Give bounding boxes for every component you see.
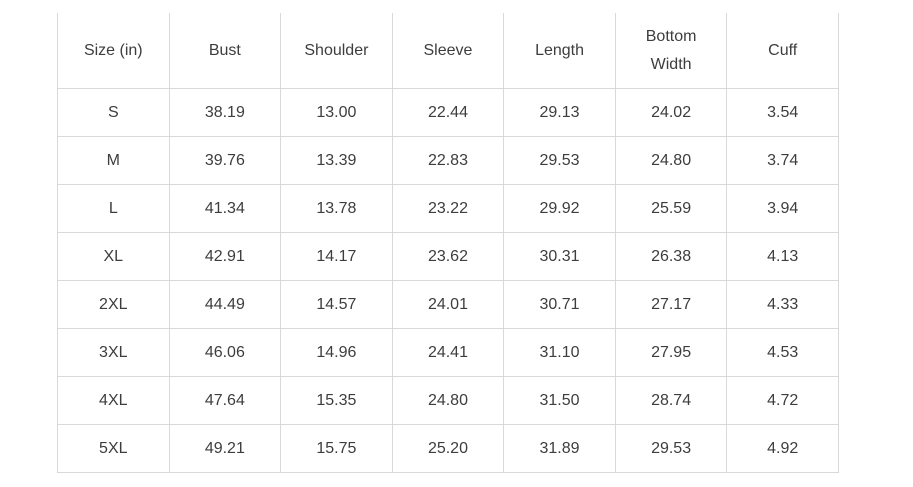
table-cell: 4.13: [726, 232, 839, 281]
table-row-3xl: 3XL 46.06 14.96 24.41 31.10 27.95 4.53: [57, 328, 839, 377]
size-label: M: [57, 136, 170, 185]
table-cell: 29.53: [503, 136, 616, 185]
table-row-2xl: 2XL 44.49 14.57 24.01 30.71 27.17 4.33: [57, 280, 839, 329]
column-header-length: Length: [503, 12, 616, 89]
size-label: XL: [57, 232, 170, 281]
table-cell: 15.35: [280, 376, 393, 425]
table-cell: 4.53: [726, 328, 839, 377]
table-cell: 44.49: [168, 280, 282, 329]
table-cell: 22.44: [391, 88, 505, 137]
table-row-xl: XL 42.91 14.17 23.62 30.31 26.38 4.13: [57, 232, 839, 281]
size-label: L: [57, 184, 170, 233]
table-cell: 15.75: [280, 424, 393, 473]
table-cell: 4.72: [726, 376, 839, 425]
table-cell: 42.91: [168, 232, 282, 281]
table-cell: 26.38: [614, 232, 728, 281]
column-header-size: Size (in): [57, 12, 170, 89]
table-cell: 23.22: [391, 184, 505, 233]
size-chart-header: Size (in) Bust Shoulder Sleeve Length Bo…: [57, 12, 839, 89]
table-cell: 4.33: [726, 280, 839, 329]
table-cell: 29.92: [503, 184, 616, 233]
table-cell: 29.13: [503, 88, 616, 137]
table-cell: 23.62: [391, 232, 505, 281]
table-row-5xl: 5XL 49.21 15.75 25.20 31.89 29.53 4.92: [57, 424, 839, 473]
column-header-bust: Bust: [168, 12, 282, 89]
table-row-l: L 41.34 13.78 23.22 29.92 25.59 3.94: [57, 184, 839, 233]
table-cell: 25.59: [614, 184, 728, 233]
table-cell: 24.01: [391, 280, 505, 329]
table-cell: 46.06: [168, 328, 282, 377]
table-cell: 27.95: [614, 328, 728, 377]
size-label: S: [57, 88, 170, 137]
table-cell: 24.02: [614, 88, 728, 137]
table-cell: 25.20: [391, 424, 505, 473]
size-label: 5XL: [57, 424, 170, 473]
table-cell: 14.96: [280, 328, 393, 377]
column-header-sleeve: Sleeve: [391, 12, 505, 89]
table-cell: 31.50: [503, 376, 616, 425]
table-cell: 27.17: [614, 280, 728, 329]
column-header-shoulder: Shoulder: [280, 12, 393, 89]
size-chart-body: S 38.19 13.00 22.44 29.13 24.02 3.54 M 3…: [57, 88, 839, 473]
size-chart-table: Size (in) Bust Shoulder Sleeve Length Bo…: [57, 12, 839, 473]
table-cell: 13.00: [280, 88, 393, 137]
table-cell: 39.76: [168, 136, 282, 185]
table-cell: 22.83: [391, 136, 505, 185]
table-cell: 3.74: [726, 136, 839, 185]
table-cell: 24.41: [391, 328, 505, 377]
table-cell: 24.80: [391, 376, 505, 425]
table-row-s: S 38.19 13.00 22.44 29.13 24.02 3.54: [57, 88, 839, 137]
table-cell: 47.64: [168, 376, 282, 425]
table-cell: 14.57: [280, 280, 393, 329]
table-cell: 38.19: [168, 88, 282, 137]
table-cell: 13.78: [280, 184, 393, 233]
table-cell: 28.74: [614, 376, 728, 425]
table-cell: 13.39: [280, 136, 393, 185]
size-label: 4XL: [57, 376, 170, 425]
table-row-4xl: 4XL 47.64 15.35 24.80 31.50 28.74 4.72: [57, 376, 839, 425]
table-row-m: M 39.76 13.39 22.83 29.53 24.80 3.74: [57, 136, 839, 185]
table-cell: 31.89: [503, 424, 616, 473]
table-cell: 3.94: [726, 184, 839, 233]
table-cell: 30.71: [503, 280, 616, 329]
table-cell: 4.92: [726, 424, 839, 473]
column-header-cuff: Cuff: [726, 12, 839, 89]
table-cell: 29.53: [614, 424, 728, 473]
column-header-bottom-width: Bottom Width: [614, 12, 728, 89]
table-cell: 41.34: [168, 184, 282, 233]
table-cell: 30.31: [503, 232, 616, 281]
header-row: Size (in) Bust Shoulder Sleeve Length Bo…: [57, 12, 839, 89]
table-cell: 49.21: [168, 424, 282, 473]
size-label: 3XL: [57, 328, 170, 377]
table-cell: 31.10: [503, 328, 616, 377]
table-cell: 24.80: [614, 136, 728, 185]
size-label: 2XL: [57, 280, 170, 329]
table-cell: 14.17: [280, 232, 393, 281]
table-cell: 3.54: [726, 88, 839, 137]
